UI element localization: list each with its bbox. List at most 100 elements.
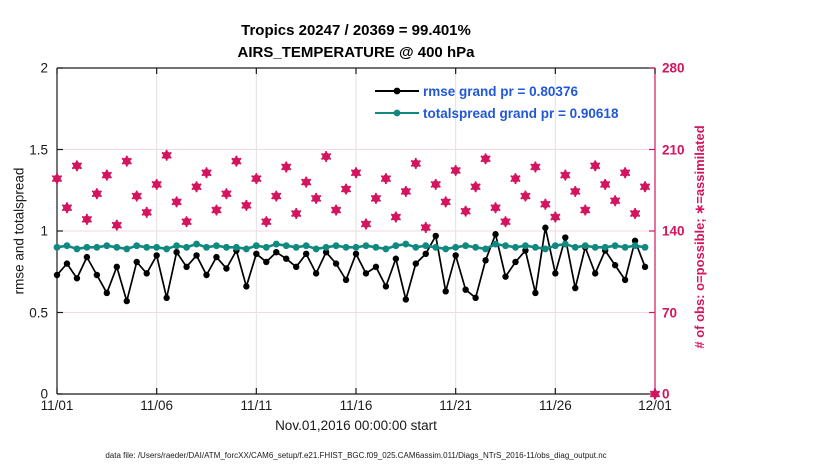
obs-assimilated-marker <box>490 204 501 212</box>
rmse-marker <box>392 255 400 262</box>
totalspread-marker <box>63 242 71 250</box>
rmse-marker <box>352 250 360 258</box>
rmse-marker <box>621 276 629 284</box>
legend-label-totalspread: totalspread grand pr = 0.90618 <box>423 105 619 121</box>
totalspread-marker <box>382 245 390 253</box>
totalspread-marker <box>302 242 310 250</box>
obs-assimilated-marker <box>161 152 172 159</box>
x-axis-label: Nov.01,2016 00:00:00 start <box>275 418 437 433</box>
totalspread-marker <box>522 242 529 250</box>
obs-assimilated-marker <box>201 169 212 177</box>
obs-assimilated-marker <box>71 162 82 170</box>
obs-assimilated-marker <box>101 171 112 179</box>
right-y-tick-label: 280 <box>662 60 685 76</box>
totalspread-marker <box>262 243 270 251</box>
obs-assimilated-marker <box>52 175 62 182</box>
totalspread-marker <box>203 243 210 251</box>
obs-assimilated-marker <box>400 188 411 195</box>
totalspread-marker <box>123 245 131 253</box>
rmse-marker <box>203 271 210 279</box>
totalspread-marker <box>611 242 619 250</box>
rmse-marker <box>283 255 290 262</box>
obs-assimilated-marker <box>91 190 102 198</box>
obs-assimilated-marker <box>380 175 391 182</box>
rmse-marker <box>312 270 320 277</box>
obs-assimilated-marker <box>261 218 272 225</box>
rmse-marker <box>611 262 619 269</box>
legend-item-totalspread: totalspread grand pr = 0.90618 <box>374 102 618 124</box>
obs-assimilated-marker <box>221 190 232 198</box>
totalspread-marker <box>213 242 220 250</box>
totalspread-marker <box>502 242 509 250</box>
totalspread-marker <box>83 243 91 251</box>
totalspread-marker <box>93 243 101 251</box>
rmse-marker <box>332 260 340 267</box>
rmse-marker <box>153 252 160 259</box>
obs-assimilated-marker <box>570 188 581 195</box>
rmse-marker <box>492 231 499 238</box>
rmse-marker <box>422 250 429 258</box>
totalspread-marker <box>591 243 599 251</box>
legend-item-rmse: rmse grand pr = 0.80376 <box>374 80 618 102</box>
right-y-tick-label: 140 <box>662 223 685 239</box>
left-y-tick-label: 0.5 <box>29 305 48 320</box>
obs-assimilated-marker <box>121 157 132 165</box>
obs-assimilated-marker <box>301 178 312 186</box>
chart-title: Tropics 20247 / 20369 = 99.401% AIRS_TEM… <box>57 20 655 64</box>
rmse-marker <box>93 271 101 279</box>
rmse-marker <box>532 289 539 297</box>
totalspread-marker <box>601 243 609 251</box>
rmse-marker <box>432 232 439 240</box>
totalspread-marker <box>362 242 370 250</box>
rmse-marker <box>173 248 180 256</box>
legend-label-rmse: rmse grand pr = 0.80376 <box>423 83 578 99</box>
rmse-marker <box>193 252 200 259</box>
totalspread-marker <box>292 243 300 251</box>
obs-assimilated-marker <box>600 181 611 188</box>
totalspread-marker <box>352 243 360 251</box>
obs-assimilated-marker <box>560 171 571 179</box>
rmse-marker <box>273 248 280 256</box>
rmse-marker <box>253 250 260 258</box>
obs-assimilated-marker <box>390 213 401 221</box>
totalspread-marker <box>173 242 181 250</box>
obs-assimilated-marker <box>211 206 222 214</box>
rmse-marker <box>63 260 71 267</box>
obs-assimilated-marker <box>331 206 342 214</box>
obs-assimilated-marker <box>271 192 282 200</box>
totalspread-marker <box>53 243 61 251</box>
totalspread-line-swatch <box>375 109 419 117</box>
totalspread-marker <box>631 242 639 250</box>
obs-assimilated-marker <box>450 167 461 174</box>
totalspread-marker <box>372 243 380 251</box>
obs-assimilated-marker <box>540 200 551 208</box>
x-tick-label: 11/01 <box>40 398 74 413</box>
obs-assimilated-marker <box>111 221 122 229</box>
totalspread-marker <box>452 243 460 251</box>
totalspread-marker <box>252 242 260 250</box>
totalspread-marker <box>551 242 559 250</box>
obs-assimilated-marker <box>650 390 660 398</box>
rmse-marker <box>53 271 61 279</box>
totalspread-marker <box>492 240 499 248</box>
rmse-marker <box>243 283 250 290</box>
x-tick-label: 11/16 <box>339 398 373 413</box>
totalspread-marker <box>342 243 350 251</box>
rmse-marker <box>113 263 121 271</box>
totalspread-marker <box>472 243 479 251</box>
obs-assimilated-marker <box>311 195 322 202</box>
obs-assimilated-marker <box>550 213 561 221</box>
rmse-marker <box>293 263 300 271</box>
left-y-tick-label: 0 <box>40 386 48 402</box>
totalspread-marker <box>532 243 539 251</box>
obs-assimilated-marker <box>530 163 541 171</box>
obs-assimilated-marker <box>131 192 142 200</box>
rmse-marker <box>631 237 639 244</box>
totalspread-marker <box>143 243 151 251</box>
right-y-axis-label: # of obs: o=possible; ∗=assimilated <box>692 125 707 349</box>
rmse-marker <box>133 258 140 266</box>
obs-assimilated-marker <box>580 206 591 214</box>
totalspread-marker <box>432 243 440 251</box>
